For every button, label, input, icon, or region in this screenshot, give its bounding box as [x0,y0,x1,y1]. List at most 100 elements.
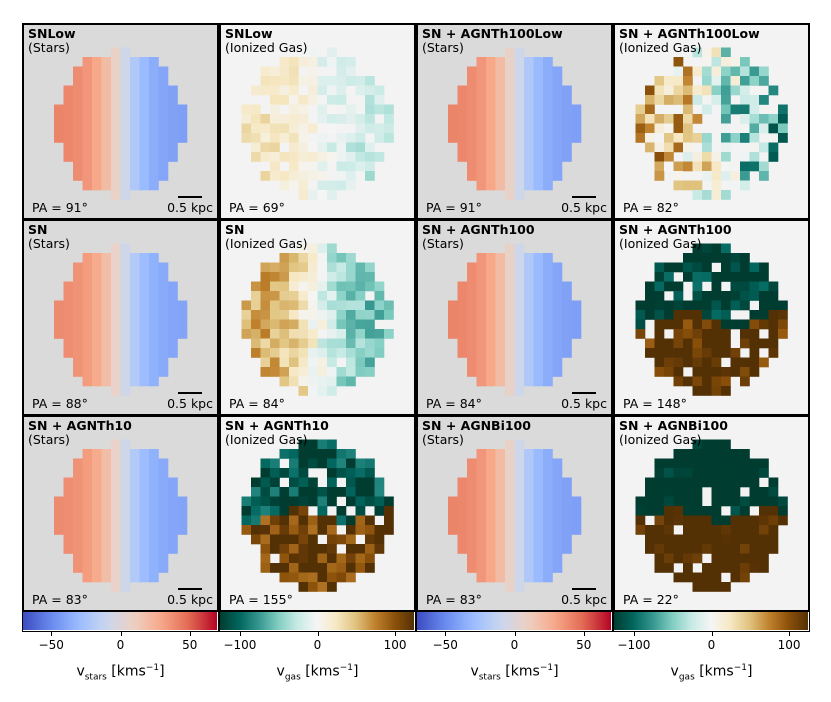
map-pixel [683,506,693,516]
map-pixel [514,572,525,583]
map-pixel [495,300,506,311]
map-pixel [768,300,779,311]
map-pixel [721,291,731,301]
panel-component-label: (Ionized Gas) [619,432,702,447]
map-pixel [101,310,112,320]
map-pixel [673,477,684,488]
map-pixel [457,487,468,497]
map-pixel [317,338,328,349]
map-pixel [476,367,487,377]
map-pixel [778,104,788,115]
map-pixel [73,85,83,96]
map-pixel [279,272,290,282]
map-pixel [562,329,572,339]
map-pixel [289,291,299,301]
map-pixel [467,468,477,478]
map-pixel [562,487,572,497]
map-pixel [82,85,93,96]
scale-bar-line [572,391,597,394]
map-pixel [721,161,731,172]
map-pixel [279,348,290,358]
map-pixel [683,515,693,526]
map-pixel [749,487,760,497]
colorbar-axis-label: vgas [kms−1] [671,663,753,682]
panel-title: SN + AGNTh100 (Stars) [422,223,535,251]
map-pixel [111,253,121,263]
panel-title: SN (Stars) [28,223,70,251]
map-pixel [289,123,299,134]
map-pixel [721,47,731,58]
map-pixel [327,310,337,320]
map-pixel [730,553,741,564]
map-pixel [130,291,140,301]
map-pixel [289,506,299,516]
map-pixel [111,47,121,58]
map-pixel [467,123,477,134]
map-pixel [251,291,261,301]
map-pixel [486,123,496,134]
map-pixel [552,468,563,478]
map-pixel [111,348,121,358]
map-pixel [683,114,693,124]
map-pixel [740,85,750,96]
map-pixel [505,57,515,67]
map-pixel [101,329,112,339]
map-pixel [505,563,515,573]
map-pixel [92,544,102,554]
map-pixel [740,76,750,86]
map-pixel [721,76,731,86]
map-pixel [149,367,159,377]
map-pixel [111,458,121,469]
map-pixel [759,544,769,554]
map-pixel [749,544,760,554]
map-pixel [260,357,271,368]
map-pixel [92,262,102,273]
colorbar-gas [613,611,810,632]
map-pixel [730,357,741,368]
map-pixel [562,133,572,143]
colorbar-tick-label: 50 [576,638,592,652]
map-pixel [111,357,121,368]
map-pixel [336,133,347,143]
scale-bar-label: 0.5 kpc [561,396,607,411]
map-pixel [317,319,328,330]
map-pixel [82,142,93,153]
map-pixel [139,449,150,459]
map-pixel [317,496,328,507]
map-pixel [63,544,74,554]
colorbar-tick-label: 50 [182,638,198,652]
map-pixel [514,477,525,488]
map-pixel [740,563,750,573]
map-pixel [552,142,563,153]
map-pixel [251,487,261,497]
map-pixel [327,534,337,545]
map-pixel [692,329,703,339]
map-pixel [158,477,169,488]
map-pixel [260,133,271,143]
panel-component-label: (Stars) [28,40,70,55]
map-pixel [251,114,261,124]
map-pixel [683,563,693,573]
map-pixel [721,563,731,573]
map-pixel [505,515,515,526]
map-pixel [168,142,178,153]
map-pixel [476,66,487,77]
map-pixel [149,572,159,583]
map-pixel [457,534,468,545]
map-pixel [298,47,309,58]
map-pixel [168,477,178,488]
map-pixel [289,57,299,67]
map-pixel [279,281,290,292]
map-pixel [365,310,375,320]
map-pixel [279,515,290,526]
map-pixel [327,477,337,488]
map-pixel [749,525,760,535]
map-pixel [654,367,665,377]
map-pixel [476,338,487,349]
map-pixel [139,281,150,292]
map-pixel [552,357,563,368]
map-pixel [721,123,731,134]
map-pixel [101,123,112,134]
map-pixel [645,477,655,488]
map-pixel [654,272,665,282]
